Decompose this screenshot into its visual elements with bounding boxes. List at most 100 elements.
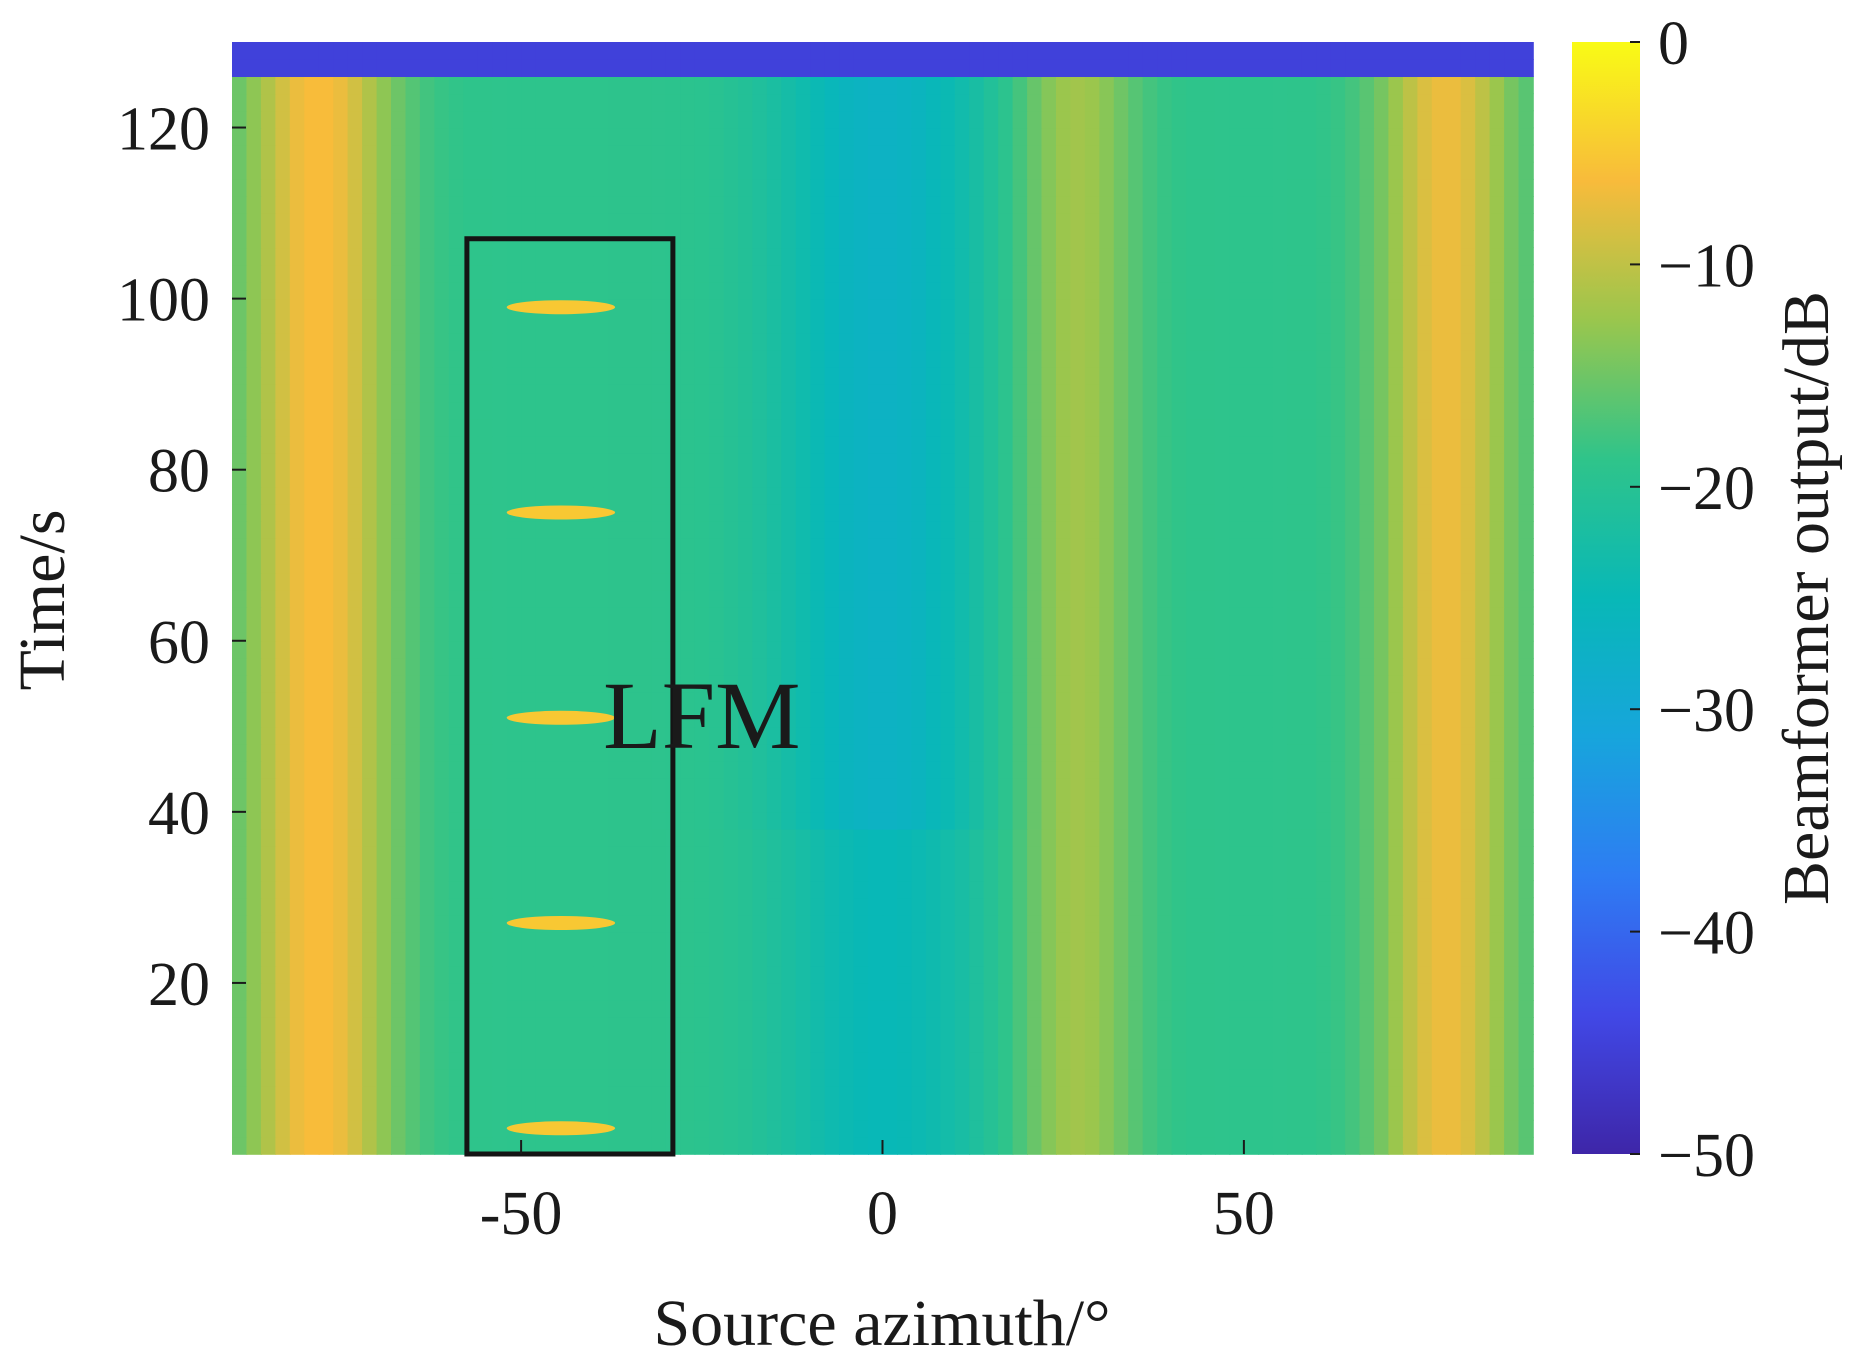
heatmap-cell — [535, 1085, 551, 1104]
heatmap-cell — [1460, 606, 1476, 625]
heatmap-cell — [550, 726, 566, 745]
heatmap-cell — [521, 281, 537, 300]
heatmap-cell — [260, 914, 277, 933]
heatmap-cell — [362, 1119, 378, 1138]
heatmap-cell — [289, 503, 306, 522]
heatmap-cell — [925, 829, 942, 847]
heatmap-cell — [1113, 606, 1130, 625]
heatmap-cell — [998, 555, 1014, 574]
heatmap-cell — [636, 572, 653, 591]
heatmap-cell — [275, 264, 291, 283]
heatmap-cell — [1316, 692, 1332, 710]
heatmap-cell — [1056, 965, 1072, 984]
heatmap-cell — [998, 264, 1014, 283]
heatmap-cell — [824, 538, 840, 556]
heatmap-cell — [709, 521, 725, 539]
heatmap-cell — [983, 401, 999, 420]
heatmap-cell — [521, 367, 537, 385]
heatmap-cell — [1229, 384, 1245, 403]
heatmap-cell — [434, 367, 450, 385]
heatmap-cell — [622, 1068, 638, 1087]
heatmap-cell — [1099, 315, 1115, 334]
heatmap-cell — [954, 1000, 971, 1018]
heatmap-cell — [1056, 1136, 1072, 1155]
heatmap-cell — [1330, 503, 1346, 522]
heatmap-cell — [448, 435, 465, 454]
heatmap-cell — [1518, 948, 1534, 967]
heatmap-cell — [419, 349, 436, 368]
heatmap-cell — [897, 623, 913, 642]
heatmap-cell — [853, 692, 869, 710]
heatmap-cell — [723, 606, 739, 625]
heatmap-cell — [680, 572, 696, 591]
heatmap-cell — [1128, 367, 1144, 385]
heatmap-cell — [1070, 247, 1086, 266]
heatmap-cell — [1330, 606, 1346, 625]
heatmap-cell — [391, 777, 407, 796]
heatmap-cell — [781, 743, 797, 762]
heatmap-cell — [1446, 1119, 1462, 1138]
heatmap-cell — [376, 948, 392, 967]
heatmap-cell — [260, 982, 277, 1001]
heatmap-cell — [1374, 486, 1390, 505]
heatmap-cell — [1475, 247, 1491, 266]
heatmap-cell — [607, 1068, 624, 1087]
heatmap-cell — [419, 384, 436, 403]
heatmap-cell — [1475, 709, 1491, 728]
heatmap-cell — [1041, 675, 1057, 693]
heatmap-cell — [636, 794, 653, 813]
heatmap-cell — [680, 230, 696, 249]
heatmap-cell — [1359, 846, 1375, 864]
heatmap-cell — [1157, 503, 1173, 522]
heatmap-cell — [1215, 897, 1231, 916]
heatmap-cell — [853, 1119, 869, 1138]
heatmap-cell — [1157, 657, 1173, 676]
heatmap-cell — [550, 247, 566, 266]
heatmap-cell — [564, 640, 580, 659]
heatmap-cell — [1243, 469, 1260, 488]
heatmap-cell — [969, 709, 985, 728]
heatmap-cell — [362, 726, 378, 745]
heatmap-cell — [1128, 1085, 1144, 1104]
heatmap-cell — [304, 521, 320, 539]
heatmap-cell — [1171, 264, 1187, 283]
heatmap-cell — [1316, 743, 1332, 762]
heatmap-cell — [492, 332, 508, 351]
heatmap-cell — [925, 469, 942, 488]
heatmap-cell — [969, 555, 985, 574]
heatmap-cell — [564, 794, 580, 813]
heatmap-cell — [1171, 298, 1187, 317]
heatmap-cell — [275, 931, 291, 950]
heatmap-cell — [940, 1102, 956, 1121]
heatmap-cell — [868, 486, 884, 505]
heatmap-cell — [1489, 931, 1505, 950]
heatmap-cell — [550, 863, 566, 882]
heatmap-cell — [969, 1085, 985, 1104]
heatmap-cell — [752, 521, 768, 539]
heatmap-cell — [246, 572, 262, 591]
heatmap-cell — [839, 1136, 855, 1155]
heatmap-cell — [882, 1000, 898, 1018]
heatmap-cell — [752, 384, 768, 403]
heatmap-cell — [1316, 349, 1332, 368]
heatmap-cell — [607, 863, 624, 882]
heatmap-cell — [1504, 777, 1520, 796]
heatmap-cell — [752, 315, 768, 334]
heatmap-cell — [333, 760, 349, 779]
heatmap-cell — [1157, 452, 1173, 471]
heatmap-cell — [636, 196, 653, 214]
heatmap-cell — [622, 880, 638, 899]
heatmap-cell — [897, 213, 913, 231]
heatmap-cell — [304, 349, 320, 368]
heatmap-cell — [882, 880, 898, 899]
heatmap-cell — [1489, 469, 1505, 488]
heatmap-cell — [1084, 469, 1101, 488]
heatmap-cell — [448, 863, 465, 882]
heatmap-cell — [694, 982, 710, 1001]
heatmap-cell — [1417, 1102, 1433, 1121]
heatmap-cell — [694, 606, 710, 625]
heatmap-cell — [1186, 1119, 1202, 1138]
heatmap-cell — [1027, 1119, 1043, 1138]
heatmap-cell — [709, 367, 725, 385]
heatmap-cell — [1402, 760, 1419, 779]
